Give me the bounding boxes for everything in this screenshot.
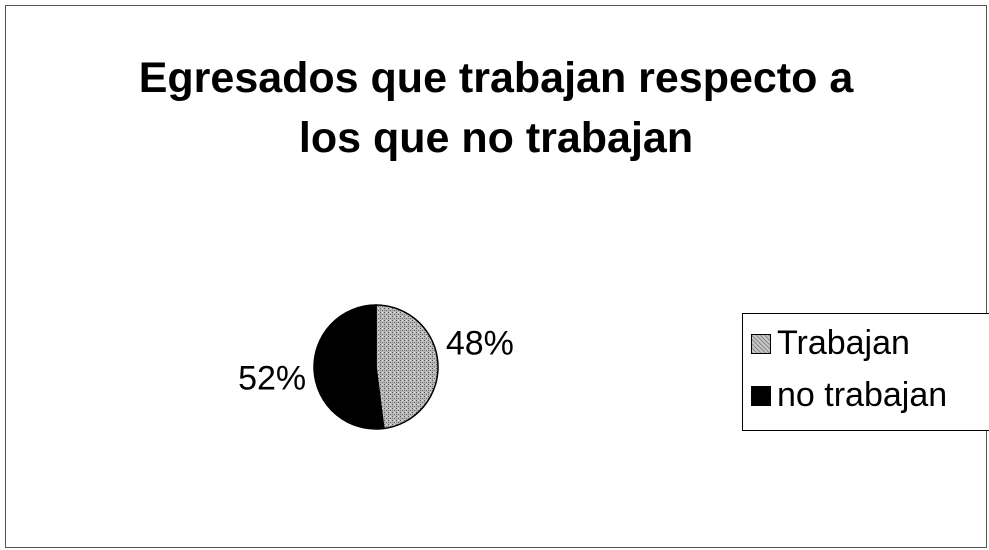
legend-item-no-trabajan: no trabajan: [751, 376, 947, 415]
legend: Trabajan no trabajan: [742, 313, 989, 431]
pie-label-trabajan: 48%: [446, 325, 514, 363]
pie-label-no-trabajan: 52%: [238, 359, 306, 397]
pie-slice-trabajan: [375, 304, 439, 430]
legend-swatch-trabajan: [751, 333, 771, 354]
legend-label-trabajan: Trabajan: [777, 324, 910, 362]
chart-frame: Egresados que trabajan respecto a los qu…: [5, 5, 987, 548]
chart-title: Egresados que trabajan respecto a los qu…: [6, 48, 986, 168]
legend-item-trabajan: Trabajan: [751, 324, 910, 363]
pie-slice-no-trabajan: [313, 304, 385, 430]
legend-swatch-no-trabajan: [751, 385, 771, 406]
chart-title-line-1: Egresados que trabajan respecto a: [138, 54, 854, 102]
chart-title-line-2: los que no trabajan: [298, 114, 694, 162]
legend-label-no-trabajan: no trabajan: [777, 376, 948, 414]
